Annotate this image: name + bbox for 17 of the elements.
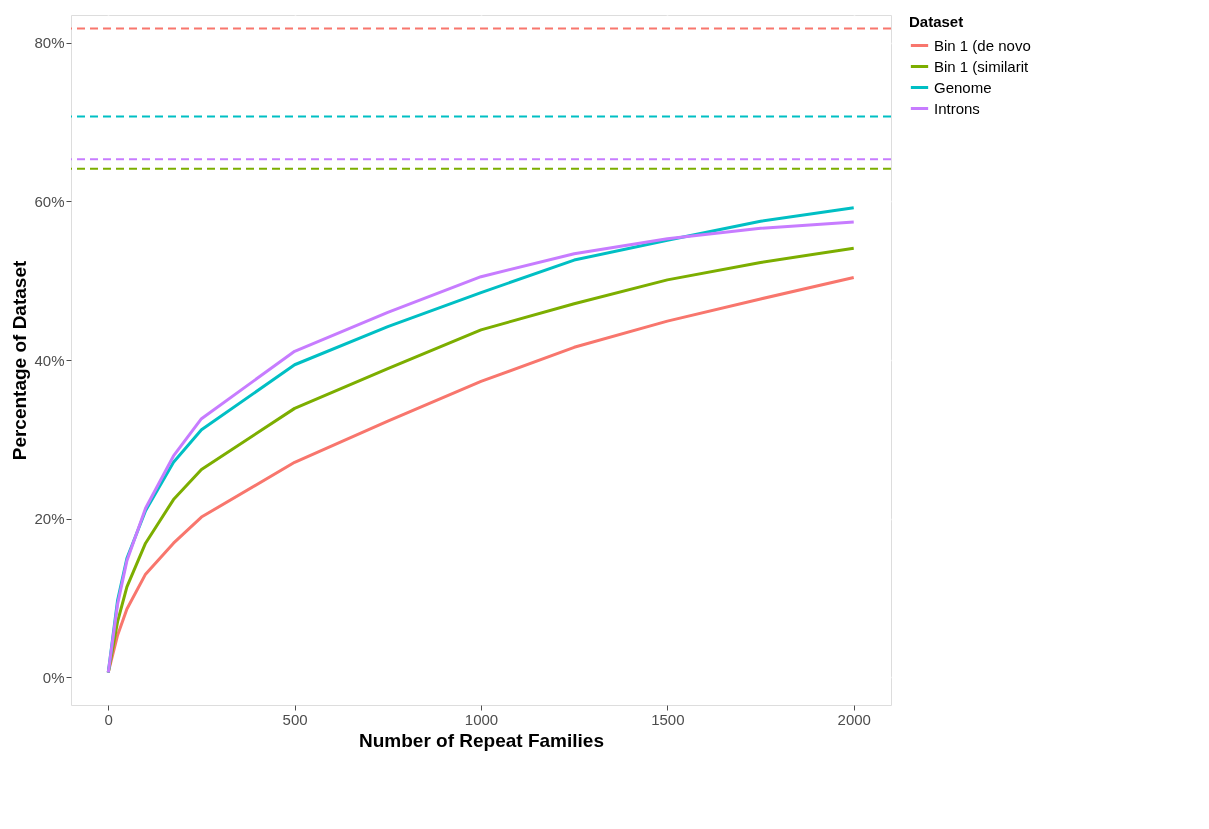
x-tick-label: 1000 [464,710,499,728]
legend-label: Genome [934,78,992,96]
y-axis-title: Percentage of Dataset [9,260,31,461]
y-tick-label: 80% [34,34,65,52]
legend-label: Bin 1 (de novo [934,36,1031,54]
y-tick-label: 40% [34,351,65,369]
y-tick-label: 0% [42,668,65,686]
legend-title: Dataset [909,13,964,30]
legend-label: Bin 1 (similarit [934,57,1030,75]
x-tick-label: 0 [104,710,113,728]
legend-label: Introns [934,99,980,117]
x-tick-label: 500 [282,710,308,728]
x-tick-label: 1500 [651,710,685,728]
x-tick-label: 2000 [837,710,871,728]
x-axis-title: Number of Repeat Families [359,729,604,751]
y-tick-label: 60% [34,192,65,210]
y-tick-label: 20% [34,510,65,528]
